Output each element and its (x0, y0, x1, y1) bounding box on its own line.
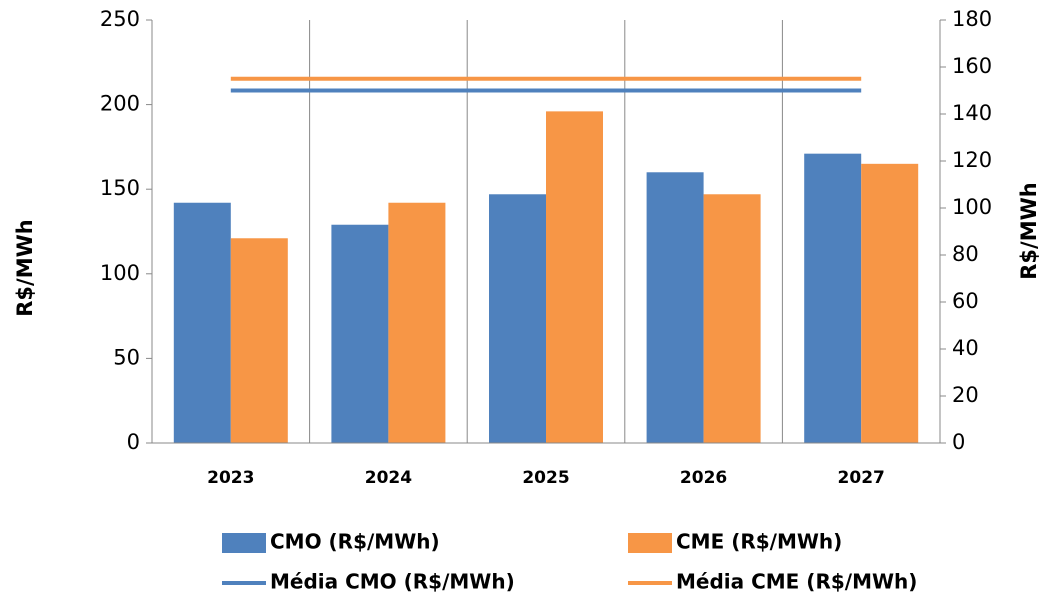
y2-tick-label: 140 (952, 101, 992, 125)
y2-tick-label: 0 (952, 430, 965, 454)
bar (230, 238, 288, 443)
bar (388, 202, 446, 443)
legend-label: CMO (R$/MWh) (270, 530, 440, 554)
bar (646, 172, 704, 443)
y2-tick-label: 160 (952, 54, 992, 78)
x-tick-label: 2026 (680, 468, 727, 488)
y2-tick-label: 80 (952, 242, 979, 266)
legend-label: CME (R$/MWh) (676, 530, 842, 554)
bar (173, 202, 231, 443)
legend-swatch (628, 533, 672, 553)
y-tick-label: 50 (113, 345, 140, 369)
bar (703, 194, 761, 443)
y2-tick-label: 60 (952, 289, 979, 313)
legend-label: Média CMO (R$/MWh) (270, 570, 515, 594)
y-tick-label: 200 (100, 92, 140, 116)
bar (489, 194, 546, 443)
legend-label: Média CME (R$/MWh) (676, 570, 917, 594)
x-tick-label: 2023 (207, 468, 254, 488)
x-tick-label: 2025 (522, 468, 569, 488)
y-tick-label: 150 (100, 176, 140, 200)
bar (804, 153, 862, 443)
y2-tick-label: 100 (952, 195, 992, 219)
bar (861, 163, 919, 443)
bar (331, 224, 389, 443)
y-tick-label: 100 (100, 261, 140, 285)
y2-axis-title: R$/MWh (1017, 182, 1041, 279)
y-tick-label: 250 (100, 7, 140, 31)
y-axis-title: R$/MWh (13, 219, 37, 316)
legend-swatch (222, 533, 266, 553)
x-tick-label: 2024 (365, 468, 412, 488)
y2-tick-label: 180 (952, 7, 992, 31)
y2-tick-label: 120 (952, 148, 992, 172)
y-tick-label: 0 (127, 430, 140, 454)
y2-tick-label: 20 (952, 383, 979, 407)
x-tick-label: 2027 (838, 468, 885, 488)
bar (546, 111, 603, 444)
y2-tick-label: 40 (952, 336, 979, 360)
